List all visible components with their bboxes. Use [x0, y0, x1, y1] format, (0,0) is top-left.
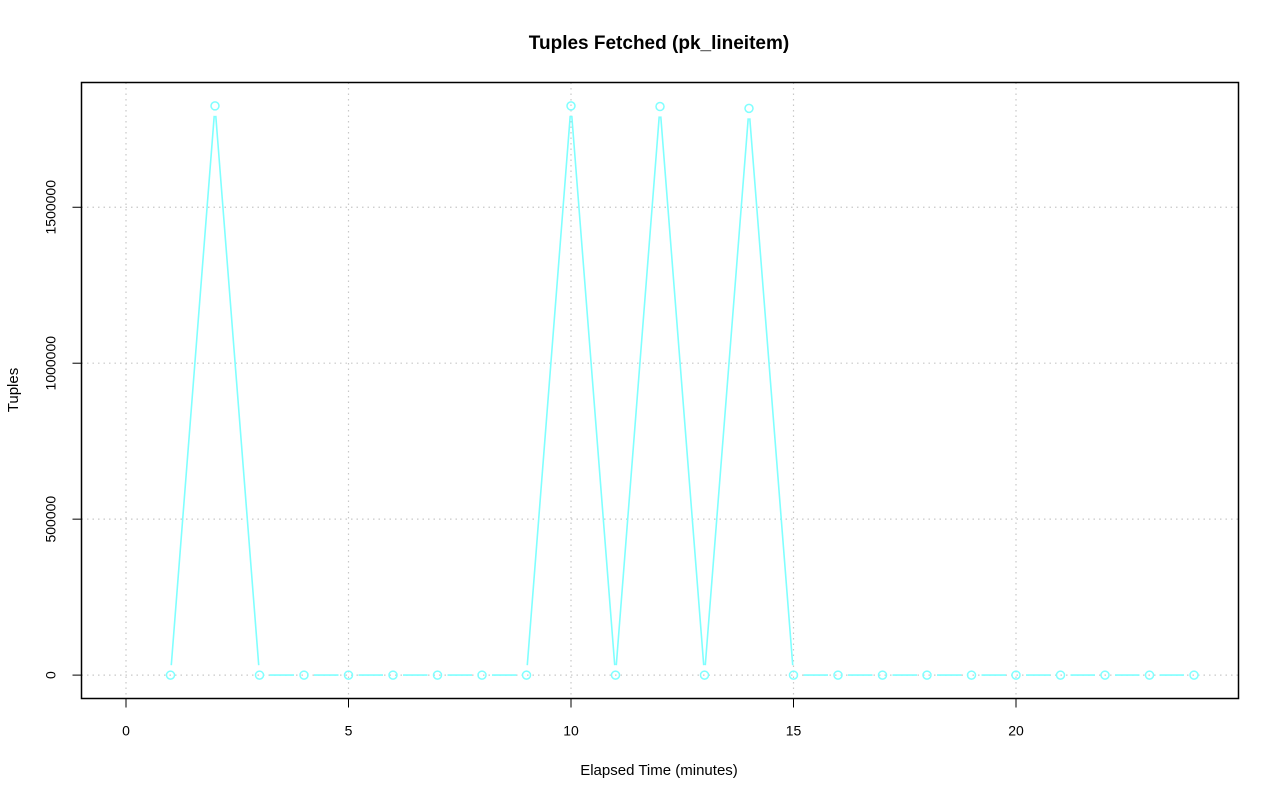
data-point [922, 670, 932, 680]
chart-title: Tuples Fetched (pk_lineitem) [529, 33, 789, 54]
data-point [966, 670, 977, 680]
data-point [1100, 670, 1110, 680]
x-tick-label: 20 [1008, 723, 1024, 739]
x-tick-label: 0 [122, 723, 130, 739]
data-point [1144, 670, 1155, 680]
data-point [299, 670, 309, 680]
y-tick-label: 1500000 [43, 180, 59, 235]
y-tick-label: 0 [43, 671, 59, 679]
series-segment [615, 116, 661, 666]
data-point [877, 670, 888, 680]
x-tick-label: 15 [786, 723, 802, 739]
series-segment [214, 115, 260, 666]
series-segment [704, 118, 750, 666]
axes: 0 5 10 15 20 0 500000 1000000 1500000 [43, 180, 1024, 739]
series-segment [170, 115, 216, 666]
x-axis-label: Elapsed Time (minutes) [580, 762, 738, 779]
series-segment [570, 115, 616, 666]
data-point [210, 101, 220, 111]
data-point [432, 670, 443, 680]
y-axis-label: Tuples [5, 368, 22, 412]
data-point [521, 670, 532, 680]
series-segment [748, 118, 794, 666]
data-point [566, 101, 576, 111]
grid-lines [81, 82, 1239, 699]
data-point [833, 670, 843, 680]
data-point [165, 670, 176, 680]
series-segment [526, 115, 572, 666]
data-point [477, 670, 487, 680]
data-point [1189, 670, 1199, 680]
data-point [610, 670, 621, 680]
data-point [744, 103, 754, 114]
y-tick-label: 1000000 [43, 336, 59, 391]
x-tick-label: 5 [345, 723, 353, 739]
series-line-group [165, 101, 1199, 680]
data-point [388, 670, 398, 680]
data-point [788, 670, 799, 680]
data-point [699, 670, 710, 680]
data-point [1055, 670, 1066, 680]
data-point [254, 670, 265, 680]
data-point [1011, 670, 1021, 680]
data-point [655, 101, 665, 112]
plot-frame [80, 81, 1240, 700]
series-segment [659, 116, 705, 666]
y-tick-label: 500000 [43, 496, 59, 543]
x-tick-label: 10 [563, 723, 579, 739]
data-point [343, 670, 354, 680]
